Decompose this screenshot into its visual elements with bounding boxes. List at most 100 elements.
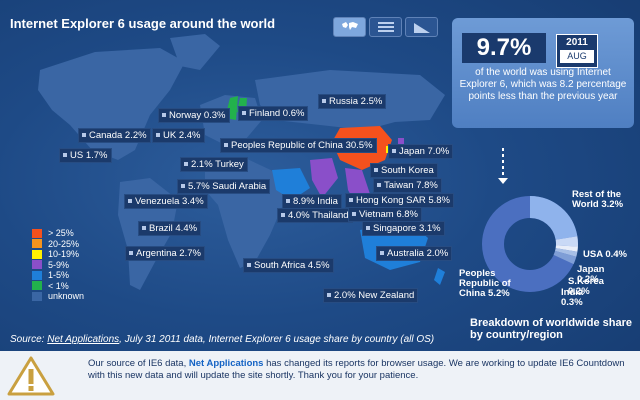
usage-description: of the world was using Internet Explorer… (459, 67, 627, 102)
source-note: Source: Net Applications, July 31 2011 d… (10, 333, 450, 346)
country-label[interactable]: Finland 0.6% (238, 106, 309, 121)
page-title: Internet Explorer 6 usage around the wor… (10, 16, 276, 31)
legend-swatch (32, 270, 42, 280)
country-label[interactable]: Taiwan 7.8% (373, 178, 442, 193)
country-label[interactable]: 2.1% Turkey (180, 157, 248, 172)
source-link[interactable]: Net Applications (47, 334, 120, 345)
country-label[interactable]: Singapore 3.1% (362, 221, 445, 236)
country-label-text: Canada 2.2% (89, 130, 147, 141)
country-label[interactable]: Hong Kong SAR 5.8% (345, 193, 455, 208)
bullet-icon (392, 149, 396, 154)
country-label[interactable]: South Korea (370, 163, 438, 178)
legend-swatch (32, 281, 42, 291)
warning-icon (7, 356, 55, 396)
country-label[interactable]: 8.9% India (282, 194, 342, 209)
country-label[interactable]: Canada 2.2% (78, 128, 151, 143)
legend-swatch (32, 249, 42, 259)
country-label-text: Peoples Republic of China 30.5% (231, 140, 373, 151)
country-label[interactable]: Norway 0.3% (158, 108, 230, 123)
stat-panel: 9.7% 2011 AUG of the world was using Int… (452, 18, 634, 128)
bullet-icon (281, 213, 285, 218)
country-label[interactable]: Russia 2.5% (318, 94, 387, 109)
bullet-icon (352, 212, 356, 217)
donut-label-china: Peoples Republic of China 5.2% (459, 268, 511, 299)
legend-item: 10-19% (32, 249, 84, 260)
bullet-icon (377, 183, 381, 188)
donut-label-usa: USA 0.4% (583, 249, 627, 260)
bullet-icon (181, 184, 185, 189)
country-label[interactable]: Australia 2.0% (376, 246, 453, 261)
bullet-icon (286, 199, 290, 204)
country-label-text: US 1.7% (70, 150, 108, 161)
bullet-icon (142, 226, 146, 231)
country-label[interactable]: Japan 7.0% (388, 144, 454, 159)
country-label-text: Brazil 4.4% (149, 223, 198, 234)
country-label-text: Australia 2.0% (387, 248, 449, 259)
legend-item: > 25% (32, 228, 84, 239)
legend-label: unknown (48, 291, 85, 302)
country-label[interactable]: 2.0% New Zealand (323, 288, 419, 303)
country-label-text: UK 2.4% (163, 130, 201, 141)
date-month: AUG (560, 50, 594, 63)
notice-link[interactable]: Net Applications (188, 358, 264, 369)
bullet-icon (129, 251, 133, 256)
notice-prefix: Our source of IE6 data, (88, 358, 189, 369)
tab-map-view[interactable] (333, 17, 366, 37)
country-label-text: Finland 0.6% (249, 108, 305, 119)
legend-label: 10-19% (48, 249, 80, 260)
country-label-text: 2.0% New Zealand (334, 290, 415, 301)
breakdown-caption: Breakdown of worldwide share by country/… (470, 317, 632, 341)
country-label-text: Hong Kong SAR 5.8% (356, 195, 451, 206)
bullet-icon (322, 99, 326, 104)
country-label[interactable]: South Africa 4.5% (243, 258, 334, 273)
list-icon (377, 22, 394, 32)
map-legend: > 25% 20-25% 10-19% 5-9% 1-5% < 1% unknown (32, 228, 84, 302)
country-label-text: Venezuela 3.4% (135, 196, 204, 207)
bullet-icon (247, 263, 251, 268)
country-label[interactable]: Brazil 4.4% (138, 221, 202, 236)
legend-swatch (32, 228, 42, 238)
country-label-text: 5.7% Saudi Arabia (188, 181, 267, 192)
north-america-landmass (38, 48, 185, 160)
country-label-text: Taiwan 7.8% (384, 180, 438, 191)
date-badge: 2011 AUG (556, 34, 598, 68)
donut-label-rest: Rest of the World 3.2% (572, 189, 624, 210)
country-label[interactable]: UK 2.4% (152, 128, 205, 143)
bullet-icon (242, 111, 246, 116)
donut-segment-rest (482, 196, 578, 292)
country-label[interactable]: 4.0% Thailand (277, 208, 353, 223)
source-suffix: , July 31 2011 data, Internet Explorer 6… (119, 334, 435, 345)
date-year: 2011 (566, 37, 588, 48)
notice-bar: Our source of IE6 data, Net Applications… (0, 351, 640, 400)
breakdown-donut-chart (482, 196, 578, 292)
legend-label: 1-5% (48, 270, 70, 281)
legend-item: < 1% (32, 281, 84, 292)
middle-east-region (272, 168, 310, 200)
country-label-text: Russia 2.5% (329, 96, 383, 107)
source-prefix: Source: (10, 334, 48, 345)
world-map-icon (341, 22, 358, 30)
country-label-text: Norway 0.3% (169, 110, 226, 121)
trend-chart-icon (413, 23, 430, 33)
bullet-icon (128, 199, 132, 204)
country-label[interactable]: Peoples Republic of China 30.5% (220, 138, 377, 153)
bullet-icon (327, 293, 331, 298)
country-label[interactable]: 5.7% Saudi Arabia (177, 179, 271, 194)
legend-item: unknown (32, 291, 84, 302)
legend-label: > 25% (48, 228, 74, 239)
country-label[interactable]: Argentina 2.7% (125, 246, 205, 261)
tab-trend-view[interactable] (405, 17, 438, 37)
country-label[interactable]: Venezuela 3.4% (124, 194, 208, 209)
notice-suffix: has changed its reports for browser usag… (88, 358, 625, 381)
bullet-icon (366, 226, 370, 231)
legend-label: 20-25% (48, 238, 80, 249)
bullet-icon (156, 133, 160, 138)
country-label-text: Vietnam 6.8% (359, 209, 418, 220)
legend-label: 5-9% (48, 259, 70, 270)
legend-item: 1-5% (32, 270, 84, 281)
legend-item: 20-25% (32, 239, 84, 250)
country-label[interactable]: Vietnam 6.8% (348, 207, 422, 222)
country-label[interactable]: US 1.7% (59, 148, 112, 163)
tab-list-view[interactable] (369, 17, 402, 37)
